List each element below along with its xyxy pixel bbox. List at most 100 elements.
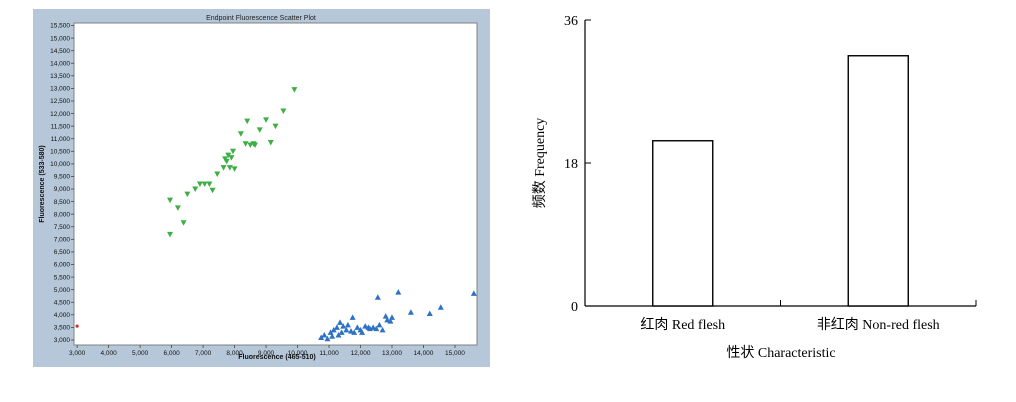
- scatter-point: [214, 171, 221, 177]
- scatter-point: [247, 142, 254, 149]
- scatter-y-tick-label: 7,500: [54, 224, 71, 231]
- scatter-x-axis-label: Fluorescence (465-510): [238, 354, 315, 361]
- bar-chart: 0 18 36 红肉 Red flesh 非红肉 Non-red flesh 性状 C…: [532, 14, 977, 361]
- scatter-x-tick-label: 11,000: [319, 350, 339, 357]
- scatter-x-tick-label: 10,000: [288, 350, 308, 357]
- scatter-point: [379, 326, 386, 333]
- scatter-point: [291, 87, 298, 93]
- scatter-point: [222, 156, 229, 162]
- scatter-x-tick-label: 6,000: [163, 350, 180, 357]
- scatter-point: [351, 329, 358, 335]
- bar-x-axis-label: 性状 Characteristic: [726, 345, 835, 361]
- scatter-point: [209, 187, 216, 194]
- scatter-y-tick-label: 10,500: [50, 148, 70, 155]
- scatter-point: [329, 333, 336, 339]
- scatter-y-tick-label: 4,500: [54, 299, 71, 306]
- scatter-y-tick-label: 11,500: [51, 123, 71, 130]
- scatter-point: [231, 166, 238, 172]
- scatter-x-tick-label: 5,000: [132, 350, 149, 357]
- scatter-y-ticks: 3,000 3,500 4,000 4,500 5,000 5,500 6,000 6,500…: [50, 23, 74, 344]
- bar: [652, 140, 714, 307]
- bar-y-axis-label: 频数 Frequency: [532, 118, 548, 209]
- scatter-point: [196, 181, 203, 187]
- scatter-point: [349, 314, 356, 320]
- scatter-point: [373, 325, 380, 332]
- bar-category-label: 红肉 Red flesh: [640, 317, 725, 333]
- scatter-point: [321, 331, 328, 338]
- scatter-point: [376, 321, 383, 328]
- bar-y-tick-label: 36: [564, 14, 578, 29]
- scatter-y-tick-label: 5,000: [54, 287, 71, 294]
- scatter-y-tick-label: 15,500: [50, 23, 70, 30]
- scatter-point: [280, 108, 287, 115]
- scatter-point: [359, 329, 366, 335]
- scatter-point: [180, 220, 187, 226]
- scatter-plot: Endpoint Fluorescence Scatter Plot Fluor…: [39, 15, 478, 361]
- scatter-point: [237, 131, 244, 137]
- scatter-x-tick-label: 8,000: [226, 350, 243, 357]
- scatter-y-tick-label: 9,000: [54, 186, 71, 193]
- scatter-point: [226, 165, 233, 171]
- scatter-panel: Endpoint Fluorescence Scatter Plot Fluor…: [33, 9, 490, 367]
- scatter-x-tick-label: 12,000: [351, 350, 371, 357]
- bar-bars: [652, 55, 909, 307]
- scatter-point: [324, 335, 331, 342]
- bar-x-ticks: 红肉 Red flesh 非红肉 Non-red flesh: [584, 300, 977, 333]
- scatter-point: [225, 152, 232, 159]
- scatter-x-tick-label: 4,000: [100, 350, 117, 357]
- scatter-y-tick-label: 11,000: [51, 136, 71, 143]
- scatter-x-tick-label: 13,000: [382, 350, 402, 357]
- scatter-y-tick-label: 8,000: [54, 211, 71, 218]
- bar-category-label: 非红肉 Non-red flesh: [817, 317, 940, 333]
- scatter-point: [244, 118, 251, 125]
- scatter-point: [267, 139, 274, 146]
- scatter-point: [184, 191, 191, 198]
- scatter-y-tick-label: 3,000: [54, 337, 71, 344]
- scatter-point: [374, 294, 381, 300]
- scatter-point: [344, 321, 351, 328]
- scatter-point: [272, 123, 279, 130]
- scatter-point: [75, 324, 79, 328]
- scatter-y-tick-label: 6,500: [54, 249, 71, 256]
- scatter-point: [174, 205, 181, 211]
- scatter-title: Endpoint Fluorescence Scatter Plot: [206, 15, 316, 22]
- scatter-y-axis-label: Fluorescence (533-580): [39, 145, 46, 222]
- bar-y-tick-label: 0: [571, 300, 578, 315]
- scatter-y-tick-label: 7,000: [54, 237, 71, 244]
- scatter-point: [167, 197, 174, 204]
- scatter-point: [343, 326, 350, 333]
- scatter-x-tick-label: 14,000: [414, 350, 434, 357]
- scatter-point: [201, 181, 208, 187]
- scatter-point: [340, 323, 347, 329]
- scatter-point: [167, 231, 174, 238]
- scatter-y-tick-label: 14,000: [50, 60, 70, 67]
- scatter-x-tick-label: 3,000: [69, 350, 86, 357]
- scatter-y-tick-label: 12,000: [50, 111, 70, 118]
- scatter-x-tick-label: 9,000: [258, 350, 275, 357]
- scatter-point: [370, 324, 377, 330]
- scatter-point: [330, 326, 337, 333]
- scatter-point: [242, 141, 249, 147]
- scatter-point: [470, 290, 477, 296]
- scatter-point: [335, 331, 342, 338]
- scatter-point: [395, 289, 402, 295]
- bar-y-tick-label: 18: [564, 157, 578, 172]
- scatter-y-tick-label: 10,000: [50, 161, 70, 168]
- scatter-point: [426, 310, 433, 317]
- scatter-point: [192, 186, 199, 193]
- scatter-point: [252, 142, 259, 149]
- bar-y-ticks: 0 18 36: [564, 14, 591, 315]
- scatter-point: [318, 334, 325, 340]
- scatter-y-tick-label: 15,000: [50, 35, 70, 42]
- scatter-point: [229, 148, 236, 155]
- scatter-point: [338, 329, 345, 335]
- scatter-y-tick-label: 4,000: [54, 312, 71, 319]
- scatter-y-tick-label: 5,500: [54, 274, 71, 281]
- scatter-y-tick-label: 12,500: [50, 98, 70, 105]
- scatter-point: [256, 127, 263, 133]
- scatter-y-tick-label: 14,500: [50, 48, 70, 55]
- scatter-point: [437, 304, 444, 310]
- scatter-y-tick-label: 3,500: [54, 325, 71, 332]
- scatter-point: [228, 155, 235, 161]
- scatter-x-tick-label: 15,000: [445, 350, 465, 357]
